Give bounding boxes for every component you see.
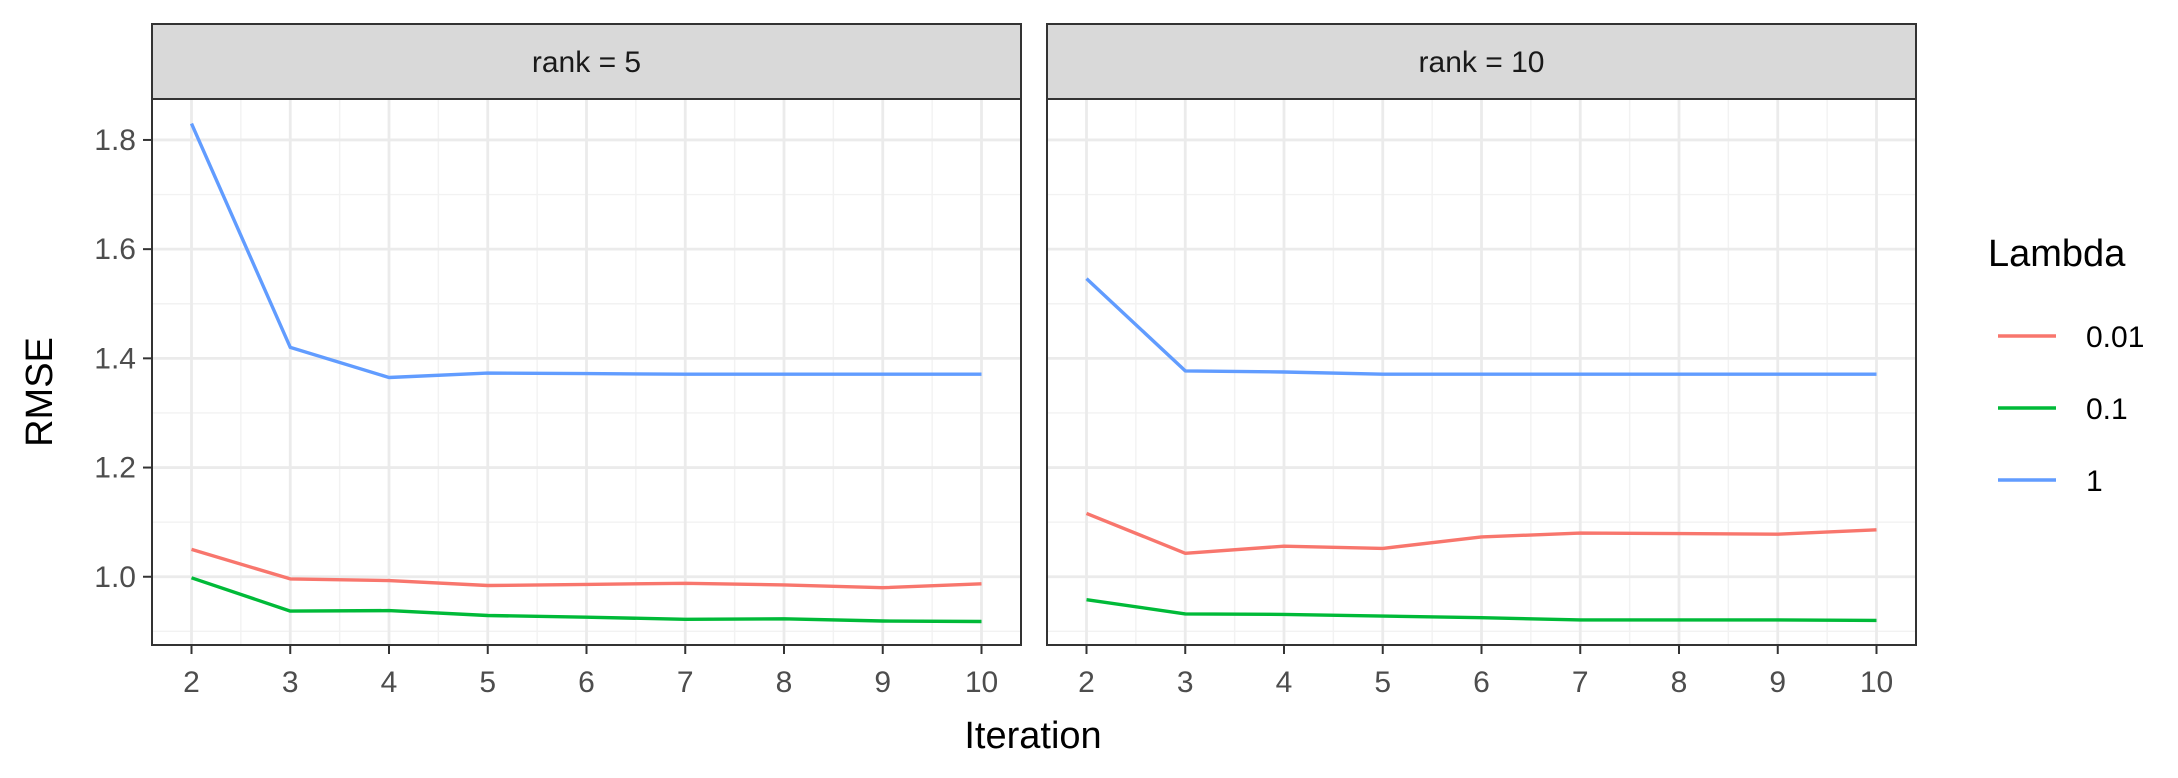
x-tick-label: 7	[1572, 666, 1589, 699]
x-axis-title: Iteration	[964, 715, 1101, 757]
y-tick-label: 1.8	[94, 124, 136, 157]
y-tick-label: 1.4	[94, 342, 136, 375]
x-tick-label: 3	[1177, 666, 1194, 699]
x-tick-label: 7	[677, 666, 694, 699]
x-tick-label: 2	[1078, 666, 1095, 699]
series-line-lambda-0.1	[1086, 598, 1877, 623]
x-axes: 2 3 4 5 6 7 8 9 10 2 3 4 5 6 7 8 9 10	[183, 645, 1893, 699]
x-tick-label: 5	[479, 666, 496, 699]
x-tick-label: 6	[1473, 666, 1490, 699]
x-tick-label: 8	[1671, 666, 1688, 699]
panel-rank-5: rank = 5	[151, 23, 1022, 646]
x-tick-label: 10	[965, 666, 998, 699]
series-line-lambda-1	[1085, 277, 1877, 376]
legend-label: 0.1	[2086, 393, 2128, 426]
facet-strip-label: rank = 10	[1419, 46, 1545, 79]
legend-title: Lambda	[1988, 233, 2126, 275]
x-tick-label: 8	[776, 666, 793, 699]
x-tick-label: 9	[1769, 666, 1786, 699]
legend-label: 0.01	[2086, 321, 2144, 354]
x-tick-label: 6	[578, 666, 595, 699]
series-line-lambda-0.01	[1085, 511, 1877, 555]
x-tick-label: 5	[1374, 666, 1391, 699]
y-axis: 1.0 1.2 1.4 1.6 1.8	[94, 124, 152, 594]
facet-strip	[151, 23, 1022, 100]
x-tick-label: 4	[381, 666, 398, 699]
series-line-lambda-0.1	[190, 576, 982, 624]
series-line-lambda-1	[189, 122, 982, 380]
y-tick-label: 1.2	[94, 452, 136, 485]
panel-rank-10: rank = 10	[1046, 23, 1917, 646]
x-tick-label: 10	[1860, 666, 1893, 699]
y-tick-label: 1.0	[94, 561, 136, 594]
legend: Lambda 0.01 0.1 1	[1988, 233, 2144, 498]
y-axis-title: RMSE	[19, 337, 61, 447]
facet-strip	[1046, 23, 1917, 100]
y-tick-label: 1.6	[94, 233, 136, 266]
legend-label: 1	[2086, 465, 2103, 498]
series-line-lambda-0.01	[191, 547, 982, 590]
x-tick-label: 4	[1276, 666, 1293, 699]
facet-strip-label: rank = 5	[532, 46, 641, 79]
x-tick-label: 3	[282, 666, 299, 699]
x-tick-label: 2	[183, 666, 200, 699]
x-tick-label: 9	[874, 666, 891, 699]
